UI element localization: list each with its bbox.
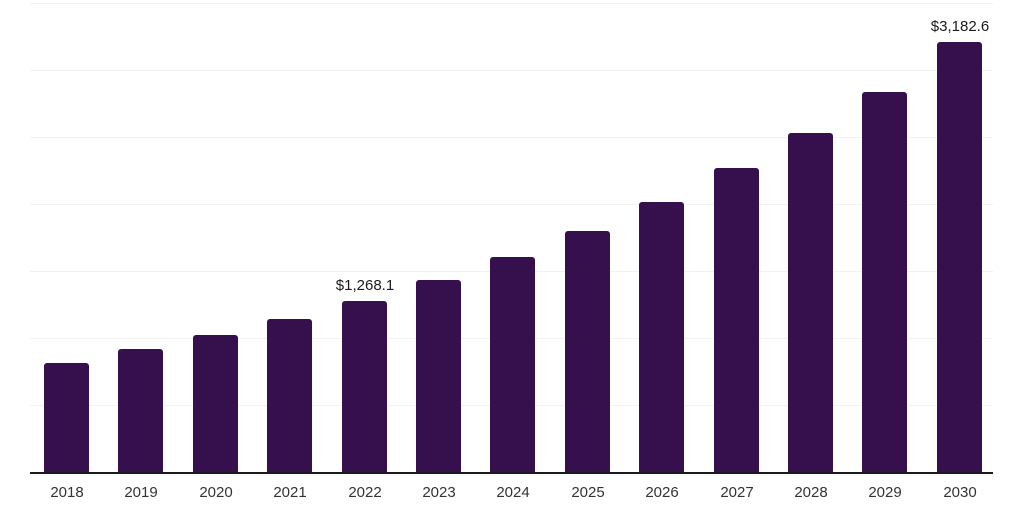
bar-2029 bbox=[862, 92, 907, 472]
x-tick-2018: 2018 bbox=[50, 484, 84, 501]
gridline bbox=[30, 3, 993, 4]
data-label-2030: $3,182.6 bbox=[930, 18, 990, 35]
x-tick-2021: 2021 bbox=[273, 484, 307, 501]
x-tick-2029: 2029 bbox=[868, 484, 902, 501]
bar-2030 bbox=[937, 42, 982, 472]
x-tick-2028: 2028 bbox=[794, 484, 828, 501]
x-tick-2023: 2023 bbox=[422, 484, 456, 501]
bar-2019 bbox=[118, 349, 163, 472]
bar-2020 bbox=[193, 335, 238, 472]
x-axis-line bbox=[30, 472, 993, 474]
x-tick-2030: 2030 bbox=[943, 484, 977, 501]
bar-2022 bbox=[342, 301, 387, 472]
gridline bbox=[30, 204, 993, 205]
bar-2025 bbox=[565, 231, 610, 472]
x-tick-2027: 2027 bbox=[720, 484, 754, 501]
x-tick-2026: 2026 bbox=[645, 484, 679, 501]
x-tick-2020: 2020 bbox=[199, 484, 233, 501]
bar-2018 bbox=[44, 363, 89, 472]
bar-2028 bbox=[788, 133, 833, 472]
x-tick-2024: 2024 bbox=[496, 484, 530, 501]
x-tick-2022: 2022 bbox=[348, 484, 382, 501]
bar-2026 bbox=[639, 202, 684, 472]
bar-2027 bbox=[714, 168, 759, 472]
data-label-2022: $1,268.1 bbox=[335, 277, 395, 294]
x-tick-2019: 2019 bbox=[124, 484, 158, 501]
bar-2023 bbox=[416, 280, 461, 472]
x-tick-2025: 2025 bbox=[571, 484, 605, 501]
bar-2021 bbox=[267, 319, 312, 472]
gridline bbox=[30, 137, 993, 138]
bar-2024 bbox=[490, 257, 535, 472]
gridline bbox=[30, 70, 993, 71]
